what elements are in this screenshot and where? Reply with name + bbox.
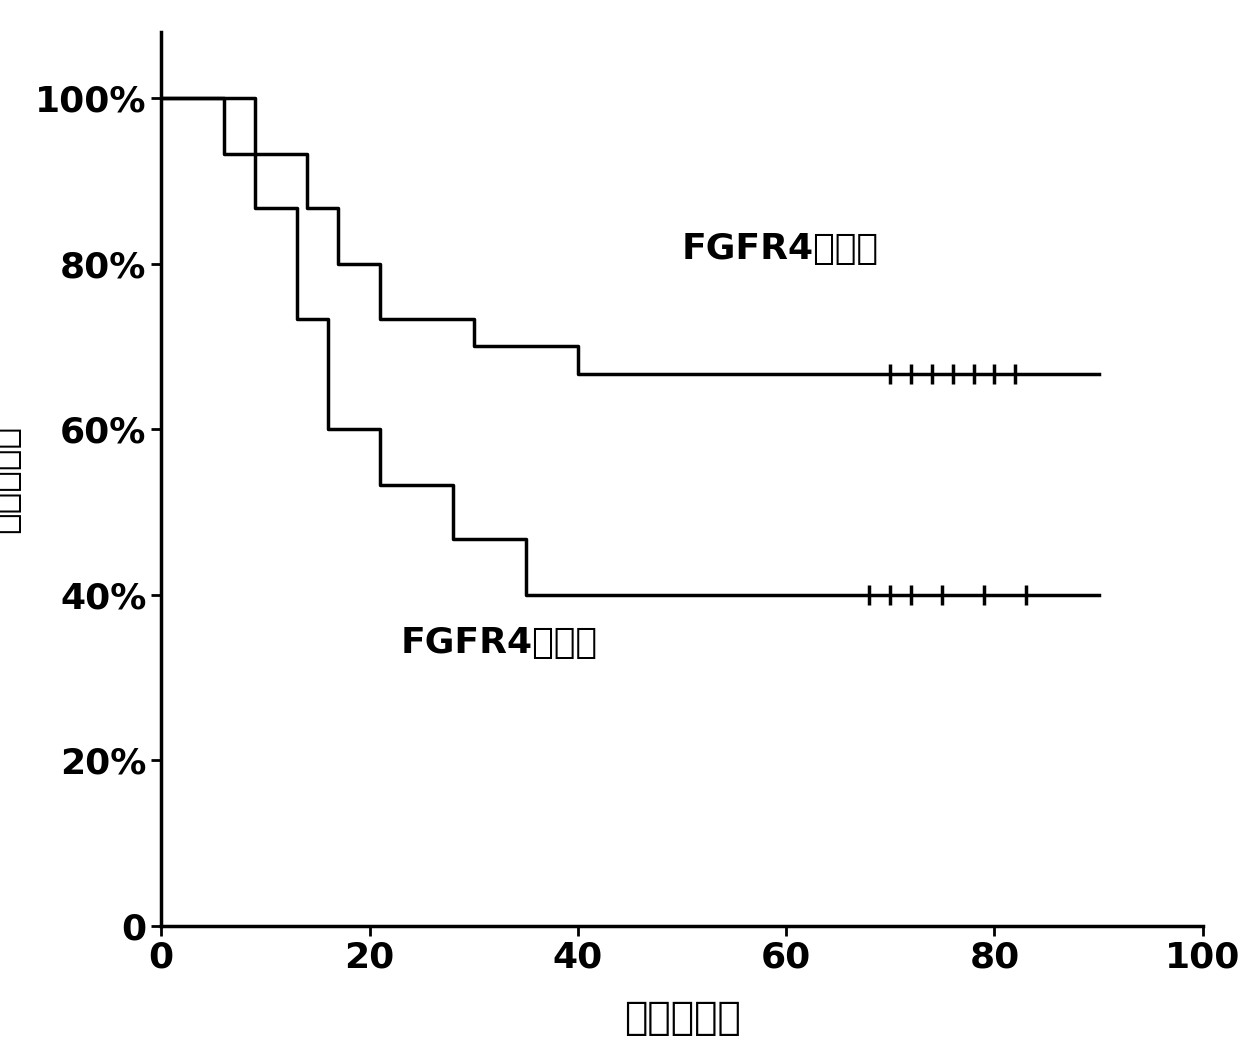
Text: FGFR4低表达: FGFR4低表达 bbox=[682, 233, 879, 266]
Text: FGFR4高表达: FGFR4高表达 bbox=[401, 626, 598, 660]
Y-axis label: 累积生存率: 累积生存率 bbox=[0, 425, 21, 533]
X-axis label: 时间（月）: 时间（月） bbox=[624, 999, 740, 1037]
